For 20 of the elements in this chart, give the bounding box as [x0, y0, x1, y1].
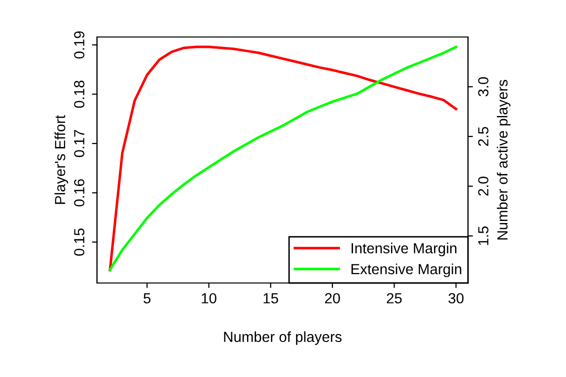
x-tick-label: 30 — [448, 293, 464, 304]
x-tick-label: 20 — [325, 293, 340, 304]
x-tick-label: 15 — [264, 293, 278, 304]
x-tick-label: 5 — [144, 293, 150, 304]
x-tick-label: 25 — [386, 293, 402, 304]
y2-tick-label: 2.5 — [478, 126, 488, 146]
y-tick-label: 0.15 — [74, 228, 84, 256]
y-tick-label: 0.19 — [74, 31, 84, 59]
y2-tick-label: 3.0 — [478, 77, 488, 96]
y-axis-title: Player's Effort — [54, 115, 68, 204]
y-tick-label: 0.16 — [74, 179, 84, 206]
y2-tick-label: 1.5 — [478, 226, 488, 245]
x-axis-title: Number of players — [224, 331, 342, 345]
legend-label: Extensive Margin — [352, 264, 462, 278]
y-tick-label: 0.17 — [74, 130, 84, 158]
legend-label: Intensive Margin — [352, 242, 456, 256]
y2-tick-label: 2.0 — [478, 176, 488, 196]
y-tick-label: 0.18 — [74, 80, 84, 108]
x-tick-label: 10 — [202, 293, 216, 304]
y2-axis-title: Number of active players — [496, 80, 510, 240]
